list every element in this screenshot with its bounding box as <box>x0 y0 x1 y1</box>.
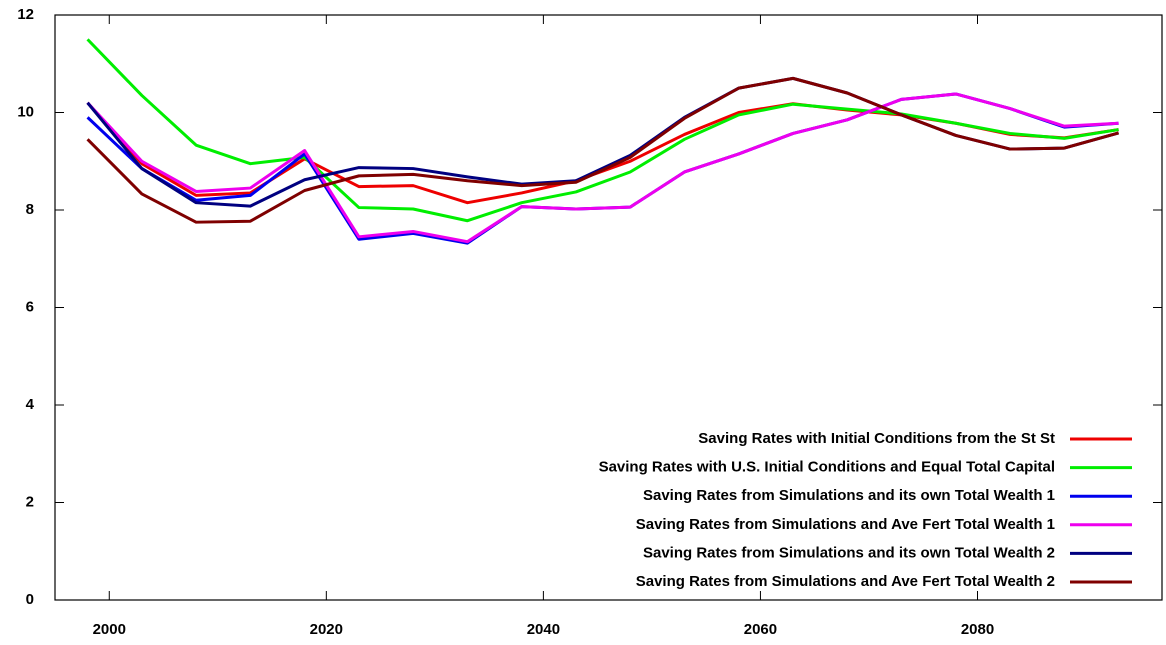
legend-label: Saving Rates from Simulations and its ow… <box>643 487 1055 504</box>
x-tick-label: 2080 <box>961 621 994 638</box>
y-tick-label: 0 <box>26 591 34 608</box>
series-line <box>86 38 1119 223</box>
legend-label: Saving Rates from Simulations and its ow… <box>643 544 1055 561</box>
x-tick-label: 2040 <box>527 621 560 638</box>
series-line <box>86 92 1119 244</box>
y-tick-label: 12 <box>17 6 34 23</box>
y-tick-label: 8 <box>26 201 34 218</box>
legend-label: Saving Rates from Simulations and Ave Fe… <box>636 573 1055 590</box>
y-tick-label: 10 <box>17 103 34 120</box>
y-tick-label: 4 <box>26 396 35 413</box>
legend-label: Saving Rates with U.S. Initial Condition… <box>599 459 1055 476</box>
x-tick-label: 2020 <box>310 621 343 638</box>
y-tick-label: 2 <box>26 493 34 510</box>
legend-label: Saving Rates with Initial Conditions fro… <box>698 430 1055 447</box>
y-tick-label: 6 <box>26 298 34 315</box>
series-line <box>86 76 1119 224</box>
plot-border <box>54 14 1163 601</box>
legend-label: Saving Rates from Simulations and Ave Fe… <box>636 516 1055 533</box>
x-tick-label: 2000 <box>93 621 126 638</box>
x-tick-label: 2060 <box>744 621 777 638</box>
